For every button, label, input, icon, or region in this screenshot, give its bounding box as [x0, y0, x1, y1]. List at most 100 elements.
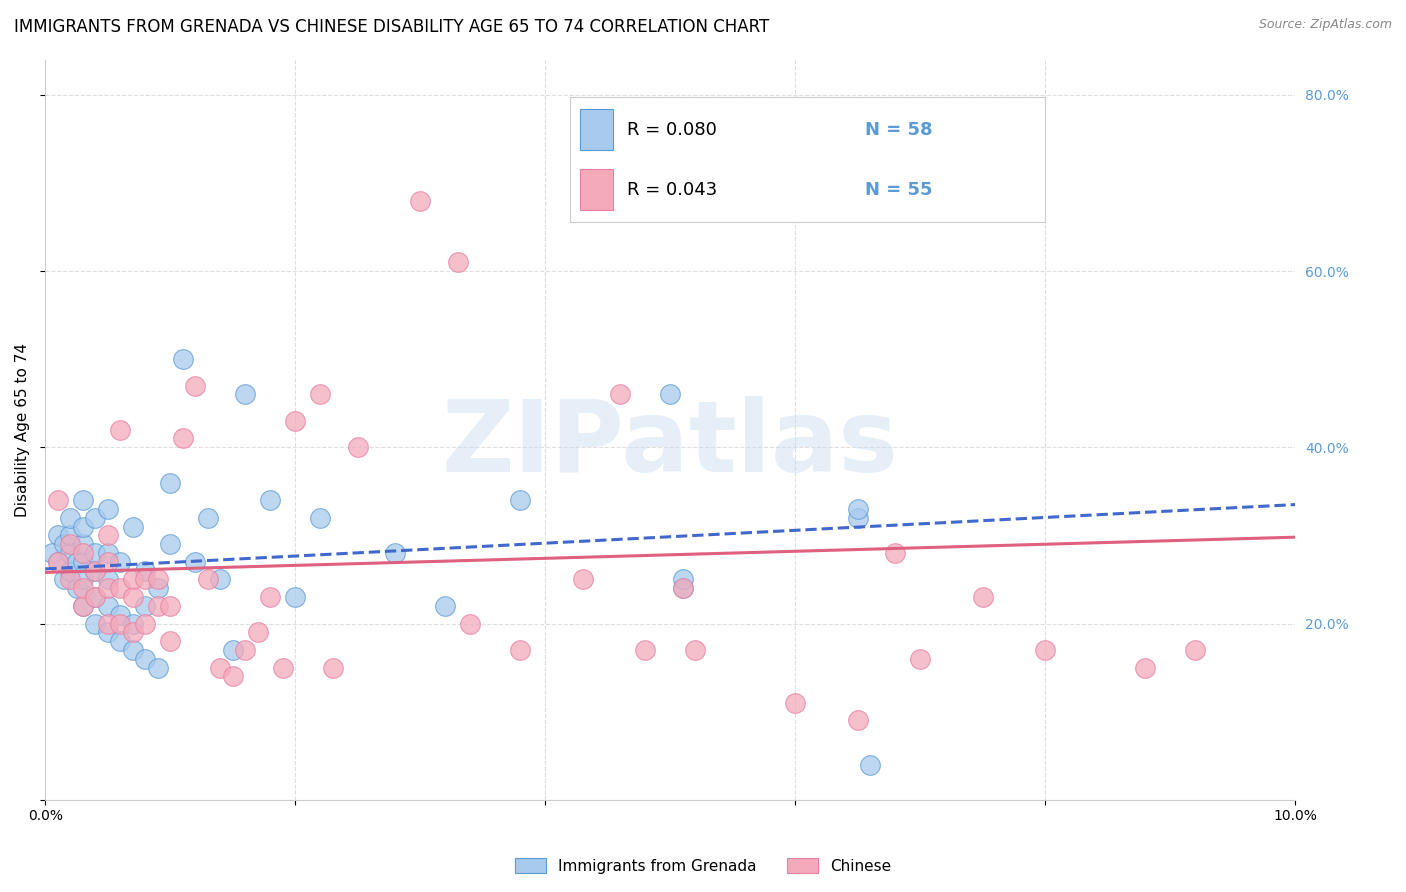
Point [134, 652, 156, 666]
Point [659, 387, 682, 401]
Point [59, 528, 82, 542]
Point [458, 616, 481, 631]
Point [571, 573, 593, 587]
Text: IMMIGRANTS FROM GRENADA VS CHINESE DISABILITY AGE 65 TO 74 CORRELATION CHART: IMMIGRANTS FROM GRENADA VS CHINESE DISAB… [14, 18, 769, 36]
Point [184, 378, 207, 392]
Point [509, 493, 531, 508]
Point [672, 582, 695, 596]
Point [134, 564, 156, 578]
Legend: Immigrants from Grenada, Chinese: Immigrants from Grenada, Chinese [509, 852, 897, 880]
Y-axis label: Disability Age 65 to 74: Disability Age 65 to 74 [15, 343, 30, 516]
Point [134, 616, 156, 631]
Text: ZIPatlas: ZIPatlas [441, 396, 898, 493]
Point [46, 555, 69, 569]
Point [846, 714, 869, 728]
Point [785, 696, 807, 710]
Point [197, 510, 219, 524]
Point [97, 599, 120, 613]
Point [84, 616, 107, 631]
Point [859, 757, 882, 772]
Point [284, 414, 307, 428]
Point [41, 546, 63, 560]
Point [233, 387, 256, 401]
Point [322, 660, 344, 674]
Point [59, 573, 82, 587]
Point [284, 590, 307, 604]
Point [110, 634, 132, 648]
Point [72, 546, 94, 560]
Point [97, 528, 120, 542]
Point [59, 546, 82, 560]
Point [146, 582, 169, 596]
Point [197, 573, 219, 587]
Point [46, 528, 69, 542]
Point [134, 599, 156, 613]
Point [683, 643, 706, 657]
Point [846, 510, 869, 524]
Point [159, 634, 181, 648]
Point [46, 493, 69, 508]
Point [97, 582, 120, 596]
Point [447, 255, 470, 269]
Point [884, 546, 907, 560]
Point [159, 599, 181, 613]
Point [65, 555, 87, 569]
Point [246, 625, 269, 640]
Point [121, 625, 143, 640]
Point [72, 555, 94, 569]
Point [509, 643, 531, 657]
Point [84, 564, 107, 578]
Point [1033, 643, 1056, 657]
Point [146, 573, 169, 587]
Point [121, 519, 143, 533]
Point [634, 643, 657, 657]
Point [259, 590, 281, 604]
Point [222, 643, 245, 657]
Point [72, 519, 94, 533]
Point [110, 607, 132, 622]
Point [146, 660, 169, 674]
Point [159, 537, 181, 551]
Point [121, 573, 143, 587]
Point [609, 387, 631, 401]
Point [84, 590, 107, 604]
Point [97, 546, 120, 560]
Point [384, 546, 406, 560]
Point [59, 537, 82, 551]
Point [309, 387, 332, 401]
Point [972, 590, 994, 604]
Point [121, 643, 143, 657]
Point [233, 643, 256, 657]
Point [121, 590, 143, 604]
Point [846, 502, 869, 516]
Point [72, 599, 94, 613]
Point [146, 599, 169, 613]
Point [53, 573, 76, 587]
Point [97, 555, 120, 569]
Point [110, 616, 132, 631]
Point [72, 582, 94, 596]
Point [434, 599, 457, 613]
Point [97, 625, 120, 640]
Point [84, 546, 107, 560]
Point [46, 555, 69, 569]
Point [59, 564, 82, 578]
Point [84, 590, 107, 604]
Point [134, 573, 156, 587]
Point [1135, 660, 1157, 674]
Point [1184, 643, 1206, 657]
Point [172, 432, 194, 446]
Point [271, 660, 294, 674]
Point [121, 616, 143, 631]
Point [84, 510, 107, 524]
Point [222, 669, 245, 683]
Point [84, 564, 107, 578]
Point [110, 582, 132, 596]
Point [72, 537, 94, 551]
Text: Source: ZipAtlas.com: Source: ZipAtlas.com [1258, 18, 1392, 31]
Point [309, 510, 332, 524]
Point [184, 555, 207, 569]
Point [72, 493, 94, 508]
Point [72, 599, 94, 613]
Point [259, 493, 281, 508]
